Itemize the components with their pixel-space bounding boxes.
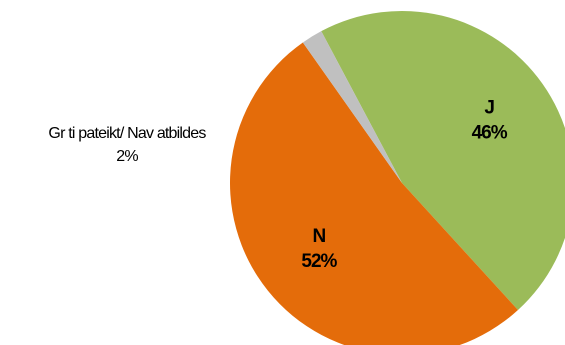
- slice-label-2: Gr ti pateikt/ Nav atbildes: [48, 125, 206, 142]
- pie-slice-2: [302, 31, 402, 184]
- slice-percent-0: 46%: [472, 123, 508, 144]
- slice-percent-2: 2%: [116, 148, 138, 165]
- slice-label-1: N: [313, 226, 326, 247]
- slice-label-0: J: [484, 98, 494, 119]
- pie-slice-1: [230, 42, 518, 345]
- pie-slice-0: [321, 11, 565, 311]
- slice-percent-1: 52%: [301, 251, 337, 272]
